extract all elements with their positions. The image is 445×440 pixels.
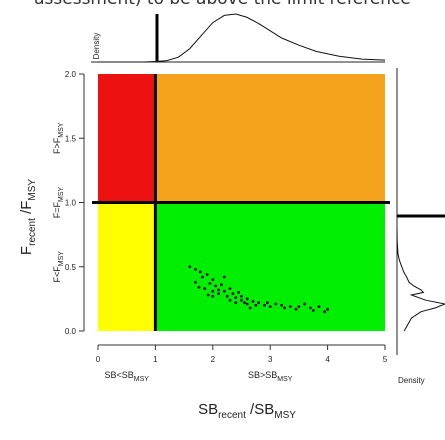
main-plot: 0 1 2 3 4 5 0.0 0.5 1.0 1.5 2.0 (65, 70, 390, 364)
y-region-labels: F>FMSY F=FMSY F<FMSY (52, 122, 65, 282)
scatter-points (188, 265, 329, 314)
data-point (208, 282, 212, 285)
data-point (311, 309, 315, 312)
data-point (211, 294, 215, 298)
data-point (234, 296, 238, 299)
data-point (265, 301, 269, 305)
data-point (201, 275, 204, 279)
x-tick-label: 2 (211, 355, 216, 364)
y-tick-label: 1.0 (65, 199, 77, 208)
x-region-label: SB>SBMSY (248, 370, 293, 383)
y-region-label: F=FMSY (52, 186, 65, 218)
data-point (203, 287, 207, 290)
data-point (222, 289, 226, 293)
data-point (280, 303, 284, 307)
y-tick-label: 1.5 (65, 134, 77, 143)
data-point (326, 307, 329, 311)
x-tick-label: 1 (153, 355, 158, 364)
quadrant-overfished (98, 202, 156, 331)
data-point (309, 306, 312, 310)
data-point (217, 288, 220, 292)
data-point (211, 278, 215, 281)
data-point (283, 306, 286, 310)
y-tick-label: 2.0 (65, 70, 77, 79)
banner-text: assessment) to be above the limit refere… (0, 0, 445, 11)
right-density-panel: Density (396, 68, 445, 385)
data-point (228, 298, 232, 302)
data-point (297, 305, 301, 308)
x-axis-title: SBrecent /SBMSY (198, 401, 296, 421)
right-density-curve (396, 228, 445, 332)
data-point (205, 273, 209, 276)
top-density-label: Density (92, 33, 101, 60)
y-tick-label: 0.5 (65, 263, 77, 272)
data-point (254, 303, 258, 307)
x-region-labels: SB<SBMSY SB>SBMSY (104, 370, 292, 383)
data-point (243, 301, 246, 305)
y-region-label: F<FMSY (52, 251, 65, 283)
data-point (228, 287, 232, 290)
y-axis: 0.0 0.5 1.0 1.5 2.0 (65, 70, 85, 336)
data-point (188, 265, 192, 269)
quadrant-overfishing (155, 74, 385, 203)
quadrant-healthy (155, 202, 385, 331)
data-point (237, 291, 241, 294)
data-point (214, 284, 218, 288)
y-axis-title: Frecent /FMSY (18, 179, 38, 255)
data-point (211, 289, 215, 293)
data-point (225, 294, 229, 298)
y-tick-label: 0.0 (65, 327, 77, 336)
data-point (198, 270, 202, 274)
data-point (206, 293, 210, 297)
x-tick-label: 5 (383, 355, 388, 364)
data-point (240, 294, 243, 298)
data-point (220, 283, 223, 287)
x-tick-label: 0 (96, 355, 101, 364)
data-point (288, 305, 292, 308)
data-point (194, 267, 198, 271)
data-point (197, 285, 201, 289)
top-density-curve (98, 13, 386, 63)
x-axis: 0 1 2 3 4 5 (96, 344, 388, 364)
data-point (323, 310, 327, 314)
data-point (303, 302, 306, 306)
data-point (257, 301, 261, 305)
x-tick-label: 4 (325, 355, 330, 364)
data-point (231, 292, 235, 296)
data-point (263, 303, 266, 307)
data-point (274, 302, 278, 306)
data-point (222, 275, 226, 279)
data-point (294, 307, 298, 311)
data-point (234, 301, 238, 305)
data-point (245, 297, 249, 301)
data-point (240, 298, 243, 302)
y-region-label: F>FMSY (52, 122, 65, 154)
quadrant-overfished-overfishing (98, 74, 156, 203)
x-tick-label: 3 (268, 355, 273, 364)
data-point (217, 292, 220, 296)
data-point (317, 305, 321, 308)
top-density-panel: Density (91, 13, 386, 63)
data-point (194, 280, 198, 284)
data-point (268, 305, 272, 308)
right-density-label: Density (398, 376, 425, 385)
data-point (251, 300, 255, 303)
data-point (245, 302, 249, 306)
x-region-label: SB<SBMSY (104, 370, 149, 383)
data-point (248, 306, 252, 310)
